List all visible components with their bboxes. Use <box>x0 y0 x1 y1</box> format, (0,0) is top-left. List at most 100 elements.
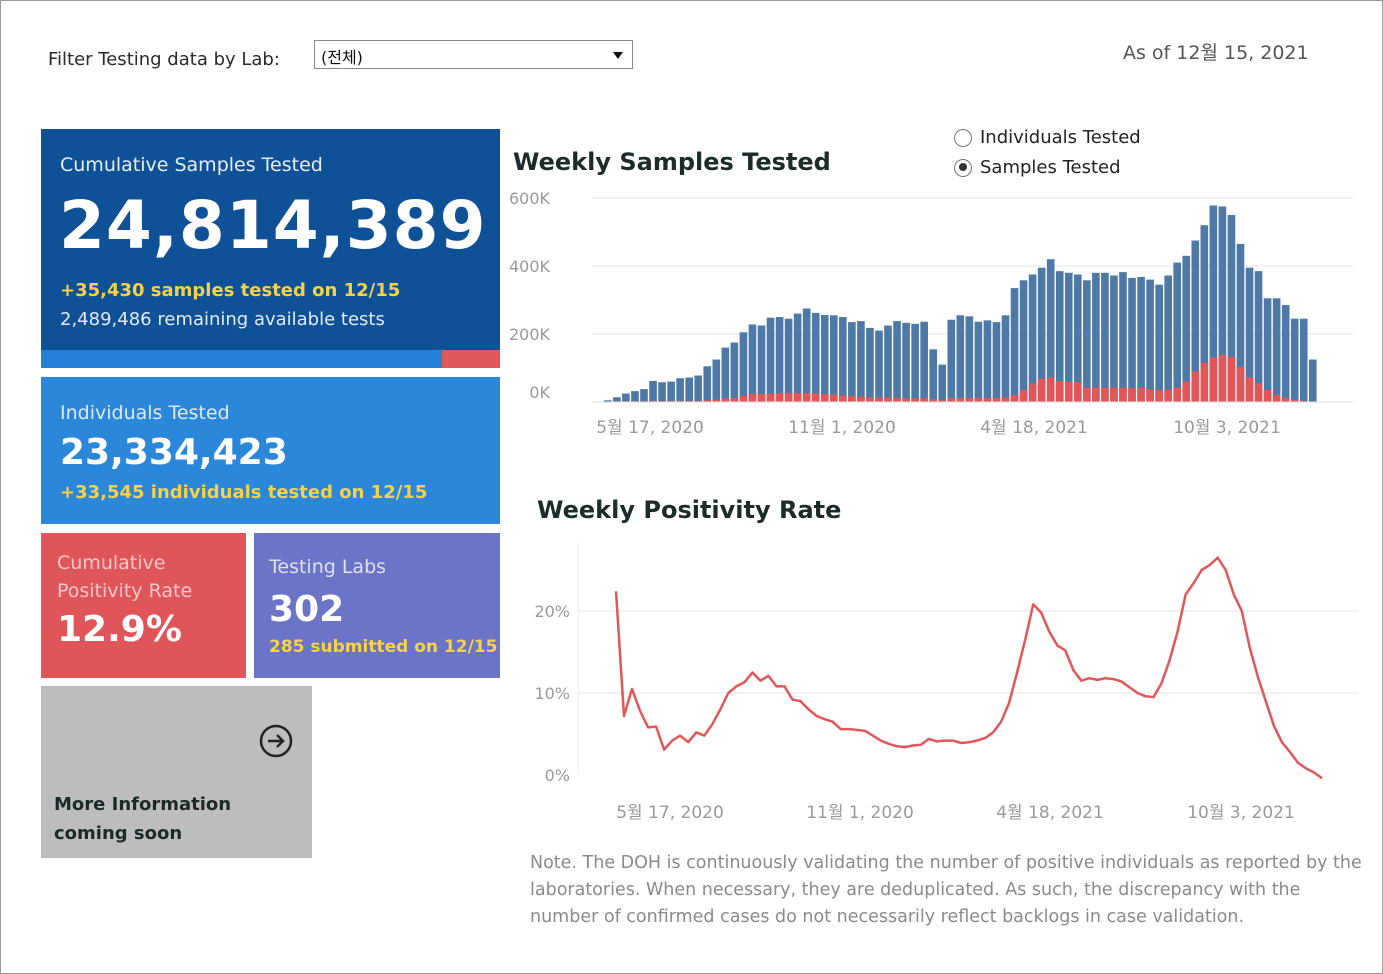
positive-bar[interactable] <box>1037 378 1046 402</box>
cumulative-samples-tile[interactable]: Cumulative Samples Tested 24,814,389 +35… <box>41 129 500 352</box>
samples-bar[interactable] <box>1227 215 1236 402</box>
more-information-tile[interactable]: More Information coming soon <box>41 686 312 858</box>
samples-bar[interactable] <box>902 322 910 402</box>
samples-bar[interactable] <box>1173 262 1182 402</box>
positive-bar[interactable] <box>703 400 712 402</box>
samples-bar[interactable] <box>640 389 648 402</box>
samples-bar[interactable] <box>866 327 874 402</box>
positive-bar[interactable] <box>766 393 775 402</box>
positive-bar[interactable] <box>911 398 919 402</box>
positive-bar[interactable] <box>1119 387 1127 402</box>
samples-bar[interactable] <box>965 316 974 402</box>
positive-bar[interactable] <box>793 393 802 402</box>
samples-bar[interactable] <box>974 321 983 402</box>
positive-bar[interactable] <box>929 399 938 402</box>
positive-bar[interactable] <box>757 393 766 402</box>
samples-bar[interactable] <box>1308 359 1317 403</box>
samples-bar[interactable] <box>793 313 802 402</box>
positive-bar[interactable] <box>1290 399 1299 402</box>
samples-bar[interactable] <box>766 317 775 402</box>
samples-bar[interactable] <box>938 364 947 402</box>
samples-bar[interactable] <box>775 317 784 402</box>
positive-bar[interactable] <box>1128 388 1136 402</box>
positive-bar[interactable] <box>983 397 992 402</box>
positive-bar[interactable] <box>811 393 820 403</box>
arrow-right-circle-icon[interactable] <box>259 724 293 758</box>
samples-bar[interactable] <box>829 315 838 402</box>
positive-bar[interactable] <box>938 400 947 402</box>
positive-bar[interactable] <box>965 397 974 402</box>
samples-bar[interactable] <box>622 393 630 403</box>
samples-bar[interactable] <box>1254 271 1263 402</box>
samples-bar[interactable] <box>631 391 639 402</box>
positive-bar[interactable] <box>1281 397 1290 402</box>
weekly-positivity-chart[interactable]: 0% 10% 20% 5월 17, 2020 11월 1, 2020 4월 18, 202… <box>520 535 1370 835</box>
positive-bar[interactable] <box>721 398 730 402</box>
samples-bar[interactable] <box>667 381 675 402</box>
positive-bar[interactable] <box>712 399 721 402</box>
samples-bar[interactable] <box>1164 275 1172 402</box>
samples-bar[interactable] <box>1281 305 1290 402</box>
samples-bar[interactable] <box>911 323 919 402</box>
samples-bar[interactable] <box>1019 280 1028 402</box>
samples-bar[interactable] <box>1101 272 1109 402</box>
positive-bar[interactable] <box>992 397 1001 402</box>
positive-bar[interactable] <box>748 393 757 402</box>
samples-bar[interactable] <box>1092 272 1100 402</box>
positive-bar[interactable] <box>1245 377 1254 402</box>
samples-bar[interactable] <box>1001 315 1010 402</box>
positive-bar[interactable] <box>1137 388 1145 402</box>
samples-bar[interactable] <box>839 317 847 402</box>
radio-samples-tested[interactable] <box>954 158 972 177</box>
samples-bar[interactable] <box>1073 274 1082 403</box>
samples-bar[interactable] <box>1272 298 1281 402</box>
positive-bar[interactable] <box>1101 387 1109 402</box>
samples-bar[interactable] <box>1299 318 1308 402</box>
samples-bar[interactable] <box>712 359 721 403</box>
samples-bar[interactable] <box>1218 206 1227 403</box>
positive-bar[interactable] <box>784 393 793 402</box>
positive-bar[interactable] <box>1173 387 1182 402</box>
positive-bar[interactable] <box>1218 355 1227 402</box>
positive-bar[interactable] <box>1146 389 1154 402</box>
positive-bar[interactable] <box>1272 395 1281 402</box>
samples-bar[interactable] <box>685 377 694 402</box>
positive-bar[interactable] <box>947 398 956 402</box>
positive-bar[interactable] <box>1001 397 1010 402</box>
samples-bar[interactable] <box>929 349 938 402</box>
samples-bar[interactable] <box>857 321 865 402</box>
positive-bar[interactable] <box>1236 366 1245 402</box>
positive-bar[interactable] <box>902 398 910 402</box>
positive-bar[interactable] <box>1083 387 1091 402</box>
samples-bar[interactable] <box>604 400 612 402</box>
positive-bar[interactable] <box>1254 383 1263 402</box>
samples-bar[interactable] <box>730 342 739 403</box>
positive-bar[interactable] <box>884 397 892 402</box>
individuals-tested-tile[interactable]: Individuals Tested 23,334,423 +33,545 in… <box>41 377 500 524</box>
samples-bar[interactable] <box>1155 284 1163 402</box>
samples-bar[interactable] <box>1245 267 1254 402</box>
samples-bar[interactable] <box>1119 272 1127 402</box>
positive-bar[interactable] <box>739 395 748 402</box>
samples-bar[interactable] <box>1200 225 1209 402</box>
samples-bar[interactable] <box>992 322 1001 402</box>
samples-bar[interactable] <box>893 321 901 402</box>
positive-bar[interactable] <box>802 393 811 402</box>
samples-bar[interactable] <box>1290 318 1299 402</box>
samples-bar[interactable] <box>1083 280 1091 402</box>
samples-bar[interactable] <box>739 332 748 402</box>
positive-bar[interactable] <box>1263 390 1272 402</box>
positive-bar[interactable] <box>676 400 684 402</box>
positive-bar[interactable] <box>1182 381 1191 402</box>
samples-bar[interactable] <box>1055 271 1064 402</box>
samples-bar[interactable] <box>920 321 928 402</box>
samples-bar[interactable] <box>694 375 703 402</box>
positive-bar[interactable] <box>820 394 829 402</box>
positive-bar[interactable] <box>1200 362 1209 402</box>
toggle-samples-tested[interactable]: Samples Tested <box>954 157 1121 178</box>
positive-bar[interactable] <box>920 398 928 402</box>
samples-bar[interactable] <box>1137 276 1145 402</box>
samples-bar[interactable] <box>1010 288 1019 402</box>
positive-bar[interactable] <box>1010 395 1019 402</box>
samples-bar[interactable] <box>983 320 992 402</box>
